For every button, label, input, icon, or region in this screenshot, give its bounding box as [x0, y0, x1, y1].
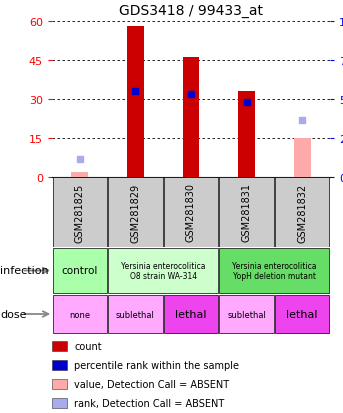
Bar [71, 172, 88, 178]
Bar [164, 178, 218, 247]
Text: rank, Detection Call = ABSENT: rank, Detection Call = ABSENT [74, 399, 224, 408]
Text: dose: dose [0, 309, 26, 319]
Text: GSM281825: GSM281825 [75, 183, 85, 242]
Bar [52, 398, 67, 408]
Text: GSM281829: GSM281829 [130, 183, 140, 242]
Text: Yersinia enterocolitica
O8 strain WA-314: Yersinia enterocolitica O8 strain WA-314 [121, 261, 205, 280]
Bar [220, 178, 274, 247]
Bar [52, 360, 67, 370]
Text: count: count [74, 342, 102, 351]
Text: GSM281832: GSM281832 [297, 183, 307, 242]
Title: GDS3418 / 99433_at: GDS3418 / 99433_at [119, 4, 263, 18]
Text: sublethal: sublethal [116, 310, 155, 319]
Bar [238, 92, 255, 178]
Text: infection: infection [0, 266, 49, 276]
Text: lethal: lethal [175, 309, 207, 319]
Bar [52, 248, 107, 293]
Bar [183, 58, 199, 178]
Text: sublethal: sublethal [227, 310, 266, 319]
Text: control: control [62, 266, 98, 276]
Bar [275, 178, 329, 247]
Bar [52, 341, 67, 351]
Bar [220, 295, 274, 333]
Bar [275, 295, 329, 333]
Text: Yersinia enterocolitica
YopH deletion mutant: Yersinia enterocolitica YopH deletion mu… [232, 261, 317, 280]
Bar [294, 139, 310, 178]
Bar [108, 295, 163, 333]
Text: GSM281831: GSM281831 [241, 183, 252, 242]
Bar [164, 295, 218, 333]
Text: lethal: lethal [286, 309, 318, 319]
Bar [127, 27, 144, 178]
Bar [52, 178, 107, 247]
Bar [220, 248, 329, 293]
Text: none: none [69, 310, 90, 319]
Text: GSM281830: GSM281830 [186, 183, 196, 242]
Text: percentile rank within the sample: percentile rank within the sample [74, 361, 239, 370]
Bar [52, 379, 67, 389]
Bar [52, 295, 107, 333]
Bar [108, 248, 218, 293]
Text: value, Detection Call = ABSENT: value, Detection Call = ABSENT [74, 380, 229, 389]
Bar [108, 178, 163, 247]
